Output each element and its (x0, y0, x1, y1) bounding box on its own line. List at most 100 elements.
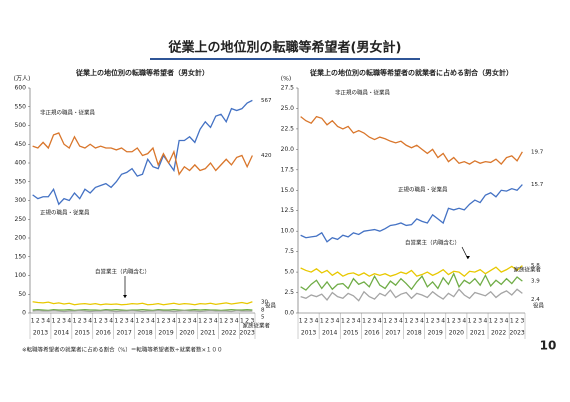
y-tick-label: 2.5 (284, 289, 294, 296)
x-tick-label: 1 (362, 318, 366, 325)
year-label: 2022 (221, 330, 236, 337)
x-tick-label: 3 (83, 318, 87, 325)
x-tick-label: 1 (489, 318, 493, 325)
x-tick-label: 4 (420, 318, 424, 325)
end-value-label: 15.7 (531, 182, 544, 188)
x-tick-label: 4 (46, 318, 50, 325)
x-tick-label: 1 (219, 318, 223, 325)
year-label: 2013 (301, 330, 316, 337)
series-line (300, 265, 523, 278)
year-label: 2018 (137, 330, 152, 337)
chart-title: 従業上の地位別の転職等希望者（男女計） (75, 68, 209, 77)
end-value-label: 567 (261, 98, 272, 104)
annotation-arrowhead (466, 256, 470, 259)
x-tick-label: 3 (125, 318, 129, 325)
x-tick-label: 2 (245, 318, 249, 325)
x-tick-label: 1 (383, 318, 387, 325)
x-tick-label: 4 (378, 318, 382, 325)
end-value-label: 19.7 (531, 149, 544, 155)
x-tick-label: 2 (515, 318, 519, 325)
y-unit: (万人) (14, 76, 31, 83)
x-tick-label: 3 (373, 318, 377, 325)
y-tick-label: 10.0 (281, 228, 295, 235)
x-tick-label: 4 (462, 318, 466, 325)
x-tick-label: 1 (425, 318, 429, 325)
x-tick-label: 2 (182, 318, 186, 325)
y-tick-label: 0.0 (284, 310, 294, 317)
x-tick-label: 4 (235, 318, 239, 325)
x-tick-label: 1 (156, 318, 160, 325)
x-tick-label: 2 (346, 318, 350, 325)
x-tick-label: 3 (230, 318, 234, 325)
x-tick-label: 1 (93, 318, 97, 325)
y-tick-label: 0 (22, 310, 26, 317)
year-label: 2018 (406, 330, 421, 337)
x-tick-label: 3 (394, 318, 398, 325)
x-tick-label: 4 (214, 318, 218, 325)
x-tick-label: 1 (404, 318, 408, 325)
end-value-label: 420 (261, 153, 272, 159)
end-value-label: 5.8 (531, 263, 540, 269)
end-value-label: 3.9 (531, 279, 540, 285)
y-tick-label: 100 (15, 272, 27, 279)
y-tick-label: 550 (15, 103, 27, 110)
x-tick-label: 4 (109, 318, 113, 325)
x-tick-label: 2 (99, 318, 103, 325)
year-label: 2022 (491, 330, 506, 337)
x-tick-label: 2 (162, 318, 166, 325)
annotation-arrowhead (123, 295, 127, 298)
series-label: 役員 (533, 302, 545, 310)
x-tick-label: 3 (520, 318, 524, 325)
year-label: 2014 (54, 330, 69, 337)
x-tick-label: 3 (188, 318, 192, 325)
x-tick-label: 2 (431, 318, 435, 325)
y-tick-label: 12.5 (281, 207, 295, 214)
x-tick-label: 4 (399, 318, 403, 325)
title-underline (150, 58, 420, 60)
chart-title: 従業上の地位別の転職等希望者の就業者に占める割合（男女計） (309, 68, 513, 77)
y-tick-label: 25.0 (281, 105, 295, 112)
year-label: 2014 (322, 330, 337, 337)
series-label: 家族従業者 (513, 266, 541, 274)
x-tick-label: 1 (135, 318, 139, 325)
year-label: 2016 (96, 330, 111, 337)
x-tick-label: 2 (78, 318, 82, 325)
y-tick-label: 350 (15, 178, 27, 185)
year-label: 2019 (158, 330, 173, 337)
year-label: 2023 (240, 330, 255, 337)
x-tick-label: 2 (410, 318, 414, 325)
x-tick-label: 3 (167, 318, 171, 325)
y-tick-label: 250 (15, 216, 27, 223)
series-label: 非正規の職員・従業員 (335, 89, 391, 97)
end-value-label: 30 (261, 299, 268, 305)
x-tick-label: 4 (357, 318, 361, 325)
y-tick-label: 300 (15, 197, 27, 204)
x-tick-label: 3 (309, 318, 313, 325)
y-tick-label: 27.5 (281, 85, 295, 92)
x-tick-label: 1 (73, 318, 77, 325)
y-tick-label: 17.5 (281, 166, 295, 173)
x-tick-label: 1 (177, 318, 181, 325)
x-tick-label: 3 (146, 318, 150, 325)
x-tick-label: 3 (41, 318, 45, 325)
x-tick-label: 1 (52, 318, 56, 325)
year-label: 2020 (449, 330, 464, 337)
x-tick-label: 2 (452, 318, 456, 325)
end-value-label: 5 (261, 315, 265, 321)
x-tick-label: 4 (193, 318, 197, 325)
x-tick-label: 1 (320, 318, 324, 325)
x-tick-label: 4 (172, 318, 176, 325)
x-tick-label: 3 (250, 318, 254, 325)
year-label: 2016 (364, 330, 379, 337)
y-tick-label: 150 (15, 253, 27, 260)
y-tick-label: 22.5 (281, 125, 295, 132)
year-label: 2020 (179, 330, 194, 337)
x-tick-label: 3 (330, 318, 334, 325)
x-tick-label: 1 (510, 318, 514, 325)
series-line (32, 310, 253, 313)
x-tick-label: 3 (209, 318, 213, 325)
x-tick-label: 3 (436, 318, 440, 325)
x-tick-label: 1 (447, 318, 451, 325)
page-number: 10 (540, 339, 557, 353)
